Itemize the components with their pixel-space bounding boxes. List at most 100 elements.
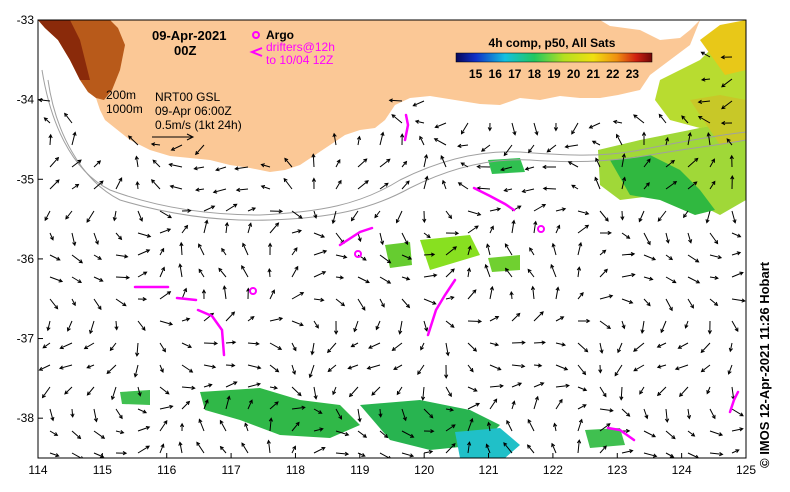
current-arrow: [489, 398, 498, 410]
current-arrow: [179, 422, 185, 432]
current-arrow: [127, 135, 139, 146]
current-arrow: [687, 452, 700, 458]
current-arrow: [577, 342, 589, 353]
scale-label: 0.5m/s (1kt 24h): [155, 118, 242, 132]
sst-patches: [120, 20, 746, 458]
current-arrow: [49, 232, 54, 241]
current-arrow: [391, 342, 403, 352]
current-arrow: [658, 113, 667, 124]
colorbar-tick-label: 21: [587, 67, 601, 81]
current-arrow: [348, 386, 359, 398]
current-arrow: [195, 144, 205, 156]
current-arrow: [643, 254, 657, 261]
current-arrow: [665, 254, 674, 261]
current-arrow: [643, 158, 651, 168]
argo-floats: [249, 225, 545, 295]
current-arrow: [476, 164, 491, 169]
current-arrow: [86, 364, 95, 369]
drifter-tracks: [133, 113, 740, 442]
current-arrow: [709, 275, 719, 280]
current-arrow: [422, 210, 427, 224]
current-arrow: [700, 51, 711, 58]
current-arrow: [181, 224, 189, 234]
current-arrow: [401, 180, 410, 190]
current-arrow: [203, 205, 216, 212]
current-arrow: [133, 364, 139, 378]
current-arrow: [577, 386, 588, 392]
current-arrow: [137, 232, 152, 238]
x-tick-label: 123: [607, 463, 627, 477]
current-arrow: [65, 210, 73, 220]
current-arrow: [357, 180, 369, 190]
current-arrow: [268, 417, 273, 432]
current-arrow: [291, 342, 297, 352]
current-arrow: [466, 267, 472, 278]
current-arrow: [49, 276, 64, 283]
current-arrow: [485, 243, 491, 256]
current-arrow: [656, 386, 667, 397]
current-arrow: [709, 430, 724, 437]
current-arrow: [511, 122, 517, 136]
current-arrow: [398, 320, 403, 335]
current-arrow: [445, 407, 455, 412]
current-arrow: [115, 451, 128, 456]
current-arrow: [374, 210, 381, 219]
current-arrow: [577, 224, 590, 234]
current-arrow: [423, 153, 429, 168]
current-arrow: [49, 156, 60, 168]
current-arrow: [506, 419, 513, 432]
current-arrow: [196, 441, 205, 454]
current-arrow: [485, 443, 491, 454]
colorbar-tick-label: 17: [508, 67, 522, 81]
current-arrow: [555, 383, 570, 388]
current-arrow: [134, 155, 139, 168]
current-arrow: [441, 179, 447, 190]
current-arrow: [530, 285, 536, 300]
current-arrow: [511, 312, 521, 322]
current-arrow: [542, 186, 557, 191]
current-arrow: [529, 247, 535, 256]
current-arrow: [571, 184, 579, 190]
current-arrow: [181, 287, 188, 300]
current-arrow: [621, 252, 636, 257]
current-arrow: [267, 267, 272, 278]
current-arrow: [333, 320, 339, 335]
current-arrow: [687, 157, 699, 168]
current-arrow: [83, 342, 95, 350]
current-arrow: [159, 342, 166, 353]
current-arrow: [555, 342, 567, 347]
current-arrow: [310, 342, 315, 356]
current-arrow: [467, 319, 483, 324]
colorbar-tick-label: 18: [528, 67, 542, 81]
current-arrow: [401, 430, 415, 438]
colorbar-tick-label: 20: [567, 67, 581, 81]
current-arrow: [41, 386, 51, 399]
current-arrow: [357, 452, 366, 457]
current-arrow: [423, 273, 438, 278]
current-arrow: [731, 210, 737, 224]
current-arrow: [728, 342, 733, 353]
current-arrow: [599, 320, 612, 329]
current-arrow: [71, 183, 80, 190]
current-arrow: [241, 264, 249, 278]
current-arrow: [687, 254, 700, 263]
current-arrow: [567, 161, 579, 168]
current-arrow: [313, 386, 318, 400]
current-arrow: [203, 364, 217, 369]
colorbar-ticks: 15 16 17 18 19 20 21 22 23: [469, 67, 639, 81]
current-arrow: [687, 181, 698, 190]
current-arrow: [598, 364, 603, 374]
current-arrow: [181, 342, 193, 348]
current-arrow: [93, 276, 104, 282]
current-arrow: [423, 232, 431, 239]
current-arrow: [49, 179, 60, 190]
current-arrow: [225, 395, 231, 410]
y-tick-label: -34: [17, 93, 35, 107]
current-arrow: [221, 247, 227, 256]
current-arrow: [504, 267, 513, 278]
current-arrow: [489, 383, 504, 389]
current-arrow: [38, 364, 51, 371]
current-arrow: [503, 144, 513, 157]
current-arrow: [700, 364, 711, 373]
current-arrow: [681, 115, 689, 124]
